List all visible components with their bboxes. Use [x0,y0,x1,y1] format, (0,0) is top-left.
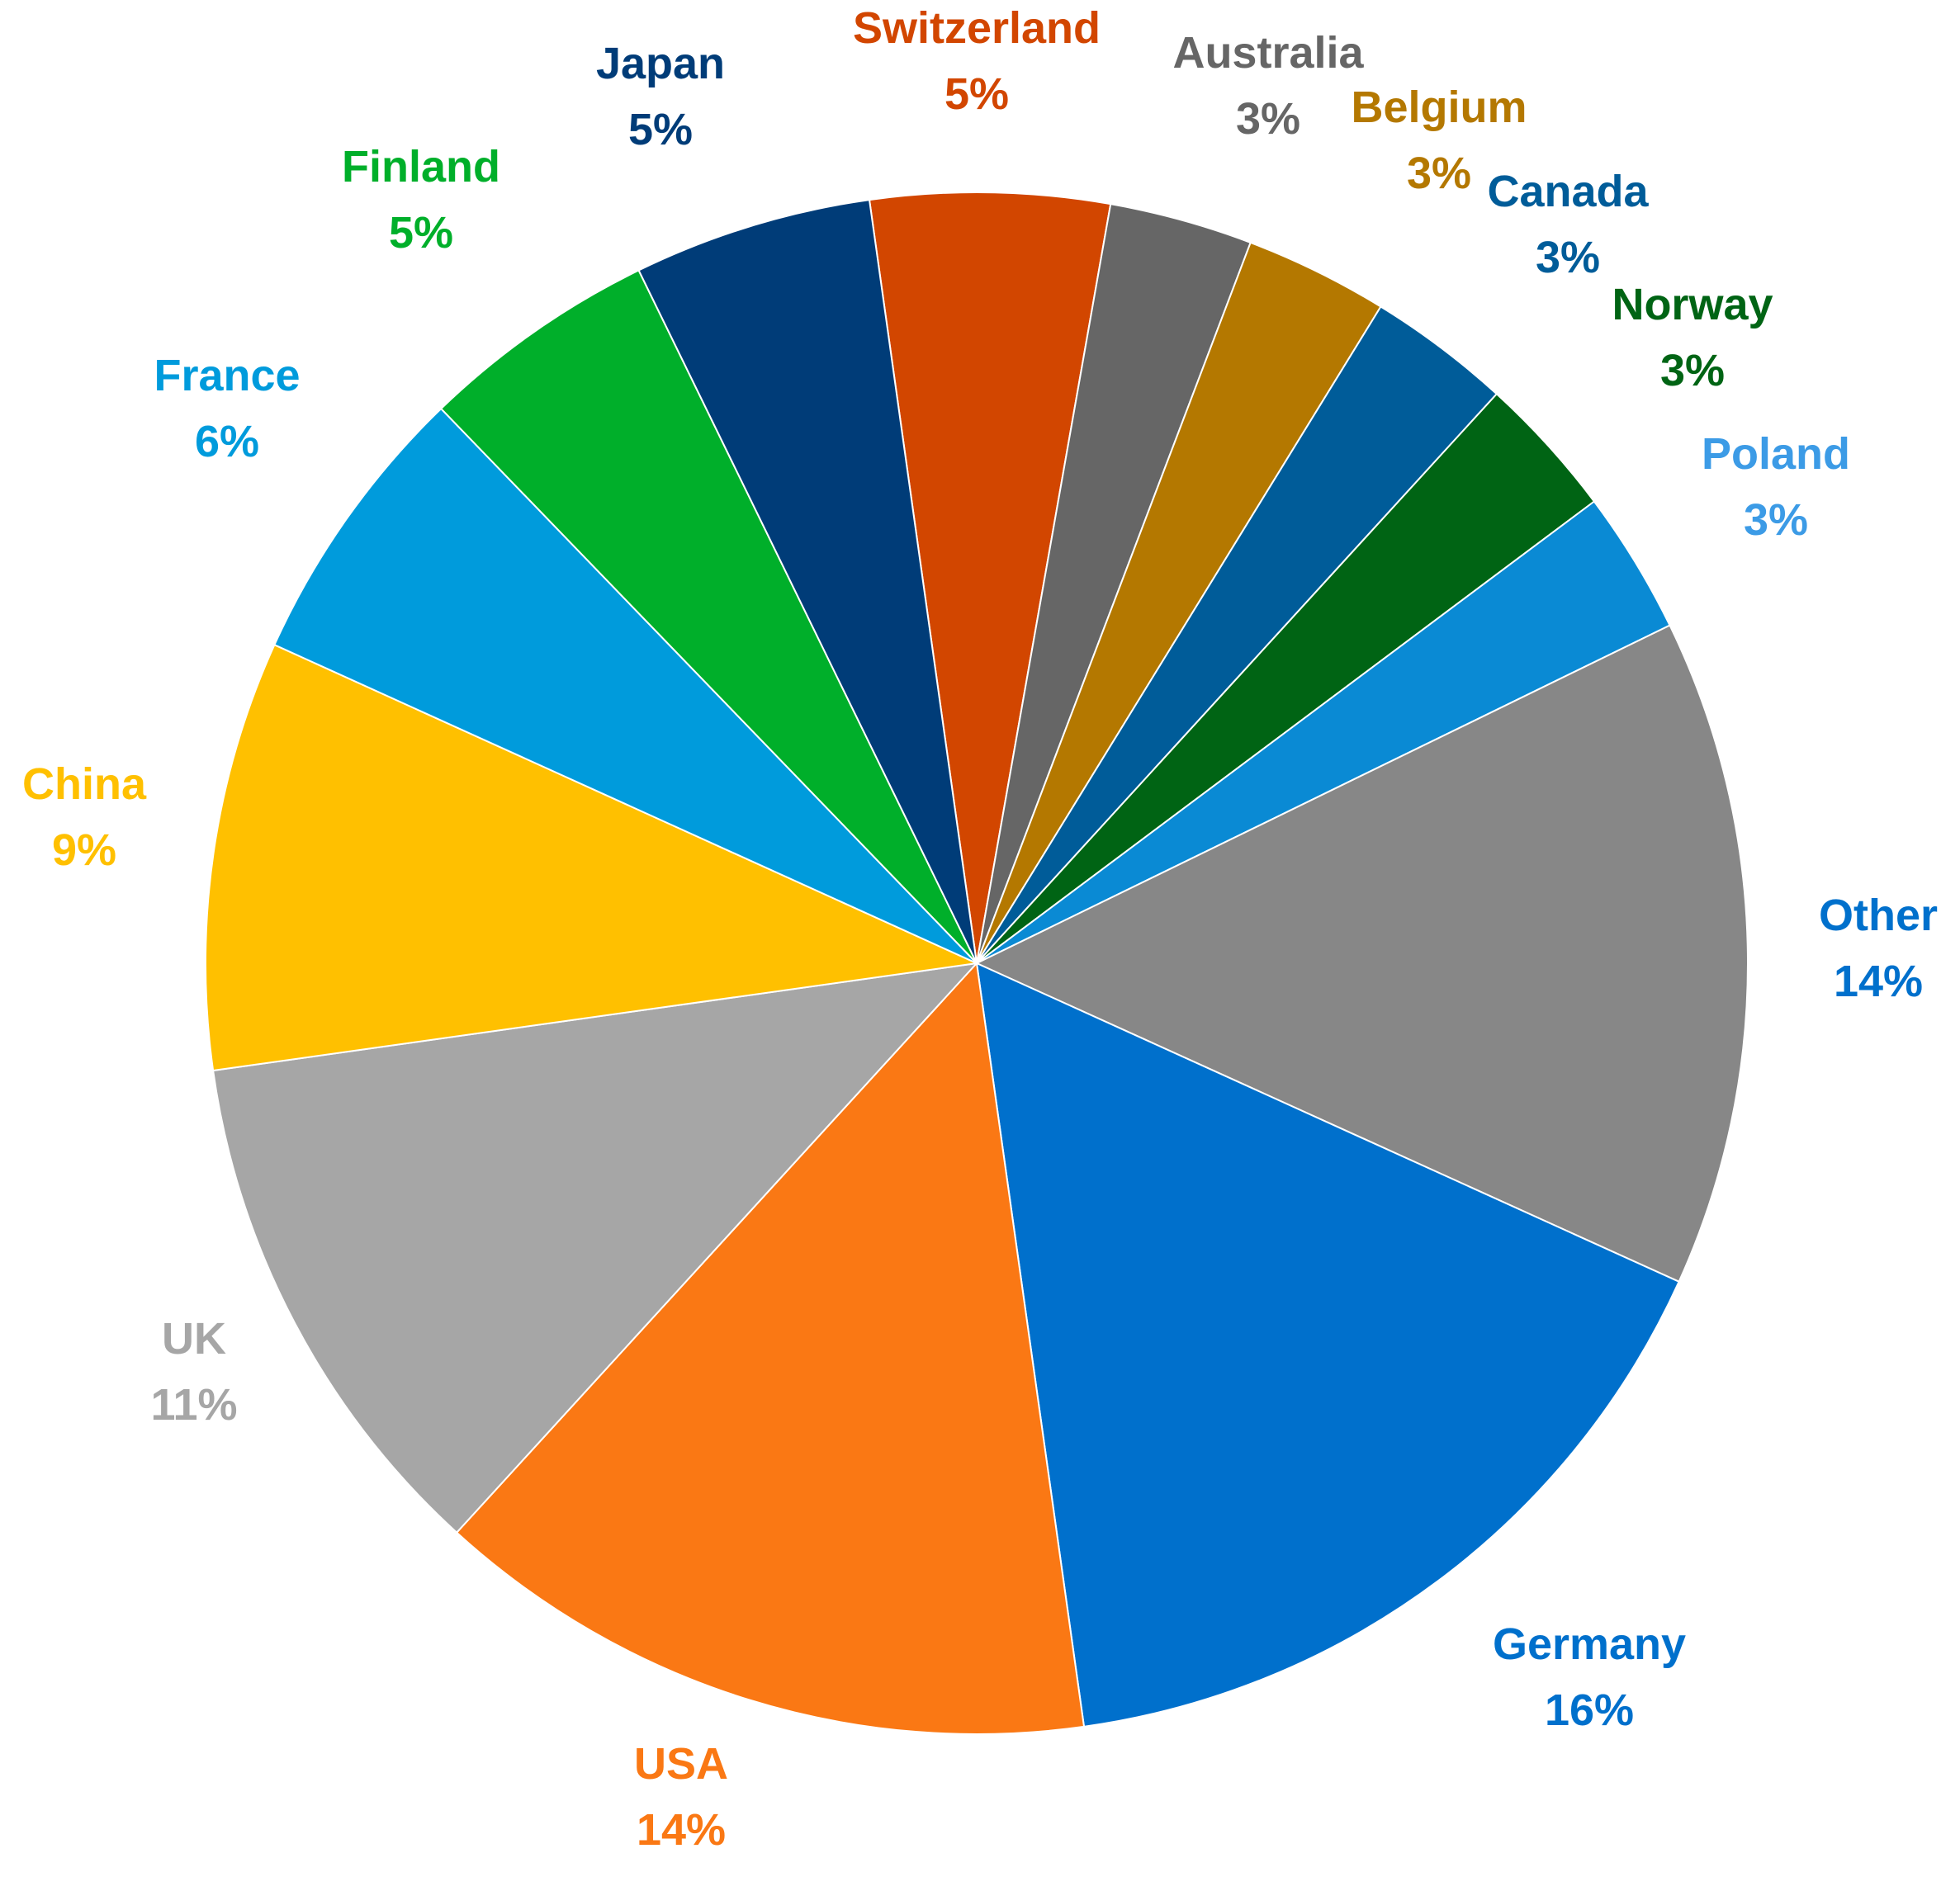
slice-japan [637,198,978,964]
slice-label-finland: Finland [342,142,500,191]
slice-label-usa: USA [634,1739,728,1789]
slice-label-norway: Norway [1612,280,1773,329]
slice-other [974,624,1749,1284]
slice-value-switzerland: 5% [944,69,1009,119]
slice-value-norway: 3% [1660,346,1725,395]
slice-value-japan: 5% [628,105,693,154]
slice-label-switzerland: Switzerland [853,3,1101,53]
slice-finland [439,269,978,964]
slice-value-belgium: 3% [1407,149,1471,198]
slice-label-china: China [22,759,147,809]
slice-germany [975,962,1680,1728]
slice-china [205,643,980,1072]
slice-label-canada: Canada [1487,167,1649,216]
slice-value-poland: 3% [1744,495,1808,545]
slice-value-usa: 14% [637,1805,726,1855]
slice-uk [211,962,979,1534]
pie-slices [205,191,1749,1735]
slice-usa [455,961,1086,1735]
slice-value-france: 6% [195,417,259,466]
slice-label-japan: Japan [596,39,725,88]
slice-value-australia: 3% [1236,94,1300,144]
slice-label-australia: Australia [1172,28,1364,78]
slice-value-china: 9% [52,825,116,875]
slice-label-france: France [154,351,300,400]
slice-label-uk: UK [162,1314,226,1364]
slice-value-uk: 11% [150,1380,237,1430]
slice-label-germany: Germany [1493,1619,1686,1669]
slice-france [273,407,978,964]
slice-value-germany: 16% [1545,1685,1634,1735]
slice-value-other: 14% [1834,957,1923,1006]
slice-label-other: Other [1819,891,1938,940]
slice-value-canada: 3% [1536,233,1600,282]
slice-label-belgium: Belgium [1351,83,1527,132]
slice-switzerland [868,191,1112,964]
slice-value-finland: 5% [389,208,453,258]
pie-labels: Switzerland 5% Australia 3% Belgium 3% Canada 3… [22,3,1938,1855]
slice-label-poland: Poland [1702,429,1850,479]
